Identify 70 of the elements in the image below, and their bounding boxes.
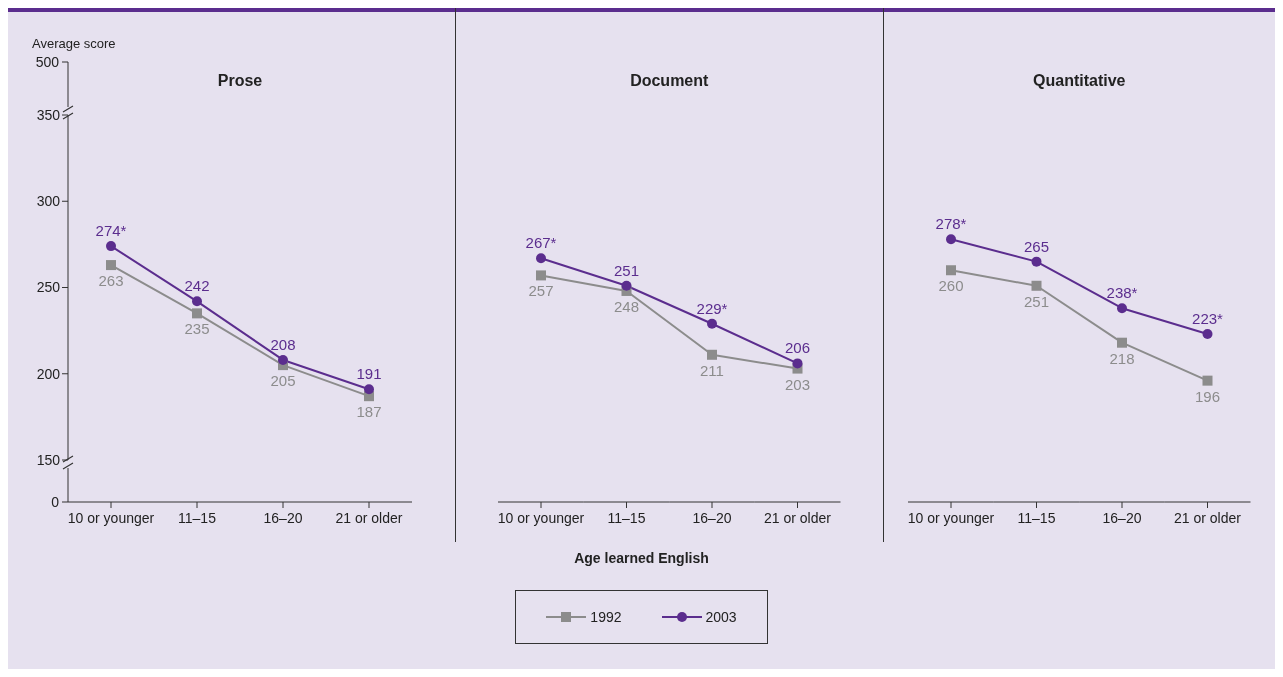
x-tick-label: 16–20 bbox=[692, 510, 732, 526]
text: 500 bbox=[35, 54, 60, 70]
x-tick-label: 21 or older bbox=[764, 510, 832, 526]
data-label: 242 bbox=[184, 277, 210, 295]
point bbox=[536, 270, 546, 281]
text: 0 bbox=[51, 494, 60, 510]
legend-label: 1992 bbox=[590, 609, 622, 625]
x-tick-label: 16–20 bbox=[263, 510, 303, 526]
data-label: 267* bbox=[525, 234, 557, 252]
point bbox=[792, 358, 803, 369]
chart-title: Prose bbox=[216, 72, 264, 90]
point bbox=[1202, 329, 1213, 340]
point bbox=[1031, 280, 1042, 291]
data-label: 257 bbox=[528, 282, 554, 300]
point bbox=[1117, 303, 1127, 314]
point bbox=[1031, 256, 1042, 267]
chart-title: Quantitative bbox=[1032, 72, 1127, 90]
x-tick-label: 10 or younger bbox=[907, 510, 995, 526]
y-tick-label: 350 bbox=[36, 106, 61, 123]
chart-title: Document bbox=[629, 72, 710, 90]
y-axis-title: Average score bbox=[32, 36, 116, 51]
point bbox=[621, 280, 632, 291]
data-label: 211 bbox=[700, 361, 724, 379]
data-label: 248 bbox=[613, 297, 640, 315]
x-tick-label: 10 or younger bbox=[67, 510, 155, 526]
data-label: 235 bbox=[184, 320, 210, 338]
data-label: 223* bbox=[1192, 310, 1224, 328]
data-label: 191 bbox=[356, 365, 382, 383]
point bbox=[1117, 337, 1127, 348]
x-tick-label: 21 or older bbox=[335, 510, 403, 526]
legend-label: 2003 bbox=[705, 609, 737, 625]
point bbox=[1202, 375, 1213, 386]
data-label: 187 bbox=[356, 403, 382, 421]
x-axis-title: Age learned English bbox=[573, 550, 710, 566]
data-label: 265 bbox=[1023, 237, 1050, 255]
data-label: 196 bbox=[1194, 387, 1221, 405]
y-tick-label: 200 bbox=[36, 365, 61, 382]
data-label: 278* bbox=[935, 215, 967, 233]
data-label: 251 bbox=[613, 261, 640, 279]
point bbox=[278, 354, 288, 365]
y-tick-label: 150 bbox=[36, 451, 61, 468]
data-label: 206 bbox=[784, 339, 811, 357]
x-tick-label: 10 or younger bbox=[497, 510, 585, 526]
data-label: 260 bbox=[938, 277, 964, 295]
x-tick-label: 11–15 bbox=[1017, 510, 1056, 526]
point bbox=[192, 308, 202, 319]
x-tick-label: 21 or older bbox=[1174, 510, 1242, 526]
point bbox=[106, 241, 116, 252]
x-tick-label: 16–20 bbox=[1102, 510, 1142, 526]
data-label: 218 bbox=[1109, 349, 1135, 367]
point bbox=[946, 234, 956, 245]
point bbox=[536, 253, 546, 264]
data-label: 205 bbox=[270, 372, 296, 390]
data-label: 229* bbox=[696, 299, 728, 317]
point bbox=[192, 296, 202, 307]
point bbox=[946, 265, 956, 276]
data-label: 263 bbox=[98, 272, 124, 290]
data-label: 274* bbox=[95, 222, 127, 240]
data-label: 208 bbox=[270, 335, 296, 353]
y-tick-label: 250 bbox=[36, 279, 61, 296]
data-label: 238* bbox=[1106, 284, 1138, 302]
data-label: 251 bbox=[1023, 292, 1050, 310]
point bbox=[707, 318, 717, 329]
point bbox=[106, 260, 116, 271]
point bbox=[707, 349, 717, 360]
y-tick-label: 300 bbox=[36, 193, 61, 210]
x-tick-label: 11–15 bbox=[178, 510, 217, 526]
point bbox=[364, 384, 374, 395]
x-tick-label: 11–15 bbox=[607, 510, 646, 526]
data-label: 203 bbox=[784, 375, 811, 393]
